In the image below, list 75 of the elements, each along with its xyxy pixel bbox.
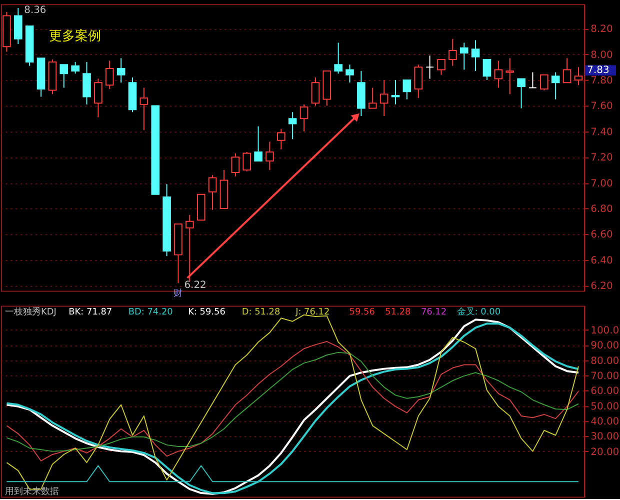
- y-tick-label: 7.40: [590, 126, 613, 138]
- annotation: 6.22: [184, 280, 206, 292]
- annotation: D: 51.28: [242, 308, 280, 318]
- y-tick-label: 60.00: [590, 386, 620, 398]
- y-tick-label: 7.80: [590, 76, 613, 86]
- candlestick: [460, 42, 468, 70]
- candlestick: [300, 104, 308, 132]
- candlestick: [494, 60, 503, 88]
- annotation: K: 59.56: [188, 308, 226, 318]
- candlestick: [380, 80, 388, 117]
- y-tick-label: 70.00: [590, 370, 620, 382]
- annotation: 财: [174, 288, 183, 300]
- y-tick-label: 90.00: [590, 340, 620, 352]
- candlestick: [266, 141, 274, 170]
- candlestick: [482, 58, 492, 81]
- annotation: 更多案例: [48, 28, 101, 44]
- candlestick: [208, 174, 217, 210]
- candlestick: [574, 66, 583, 86]
- candlestick: [471, 40, 480, 72]
- annotation: 一枝独秀KDJ: [4, 306, 56, 318]
- candlestick: [402, 80, 412, 100]
- candlestick: [551, 72, 560, 100]
- y-tick-label: 8.00: [590, 50, 613, 61]
- annotation: 用到未来数据: [4, 486, 59, 497]
- candlestick: [116, 58, 126, 84]
- candlestick: [562, 58, 572, 84]
- candlestick: [140, 87, 148, 131]
- y-tick-label: 8.20: [590, 24, 613, 36]
- candlestick: [231, 152, 240, 177]
- annotation: 8.36: [24, 5, 46, 16]
- y-tick-label: 7.00: [590, 178, 613, 190]
- y-tick-label: 80.00: [590, 356, 620, 367]
- candlestick: [368, 87, 377, 109]
- candlestick: [426, 55, 434, 80]
- line-series: [6, 352, 579, 452]
- annotation: 59.56: [349, 308, 376, 318]
- line-series: [6, 341, 579, 462]
- annotation: BK: 71.87: [68, 308, 112, 318]
- y-tick-label: 50.00: [590, 401, 620, 412]
- candlestick: [448, 38, 457, 66]
- y-tick-label: 6.60: [590, 230, 613, 241]
- candlestick: [528, 72, 537, 88]
- candlestick: [517, 78, 526, 109]
- candlestick: [105, 60, 114, 90]
- annotation: 金叉: 0.00: [456, 306, 501, 318]
- candlestick: [254, 126, 262, 162]
- y-tick-label: 20.00: [590, 446, 620, 458]
- y-tick-label: 6.20: [590, 281, 613, 292]
- candlestick: [414, 64, 423, 99]
- y-tick-label: 30.00: [590, 432, 620, 443]
- candlestick: [276, 128, 286, 150]
- y-tick-label: 40.00: [590, 416, 620, 428]
- candlestick: [311, 76, 320, 106]
- candlestick: [334, 42, 342, 74]
- candlestick: [288, 112, 297, 140]
- annotation: 76.12: [420, 308, 447, 318]
- candlestick: [540, 74, 548, 91]
- candlestick: [506, 58, 514, 95]
- annotation: 51.28: [385, 308, 412, 318]
- y-tick-label: 7.20: [590, 152, 613, 164]
- y-tick-label: 6.40: [590, 255, 613, 266]
- candlestick: [437, 58, 446, 76]
- candlestick: [71, 62, 80, 74]
- candlestick: [346, 64, 354, 84]
- annotation: J: 76.12: [294, 308, 330, 318]
- annotation: BD: 74.20: [128, 308, 174, 318]
- candlestick: [14, 8, 22, 45]
- y-tick-label: 6.80: [590, 204, 613, 216]
- candlestick: [94, 78, 102, 118]
- candlestick: [242, 151, 252, 172]
- text: 7.83: [587, 65, 610, 76]
- y-tick-label: 7.60: [590, 101, 613, 112]
- candlestick: [60, 64, 68, 88]
- y-tick-label: 100.0: [590, 325, 620, 336]
- candlestick: [82, 62, 91, 105]
